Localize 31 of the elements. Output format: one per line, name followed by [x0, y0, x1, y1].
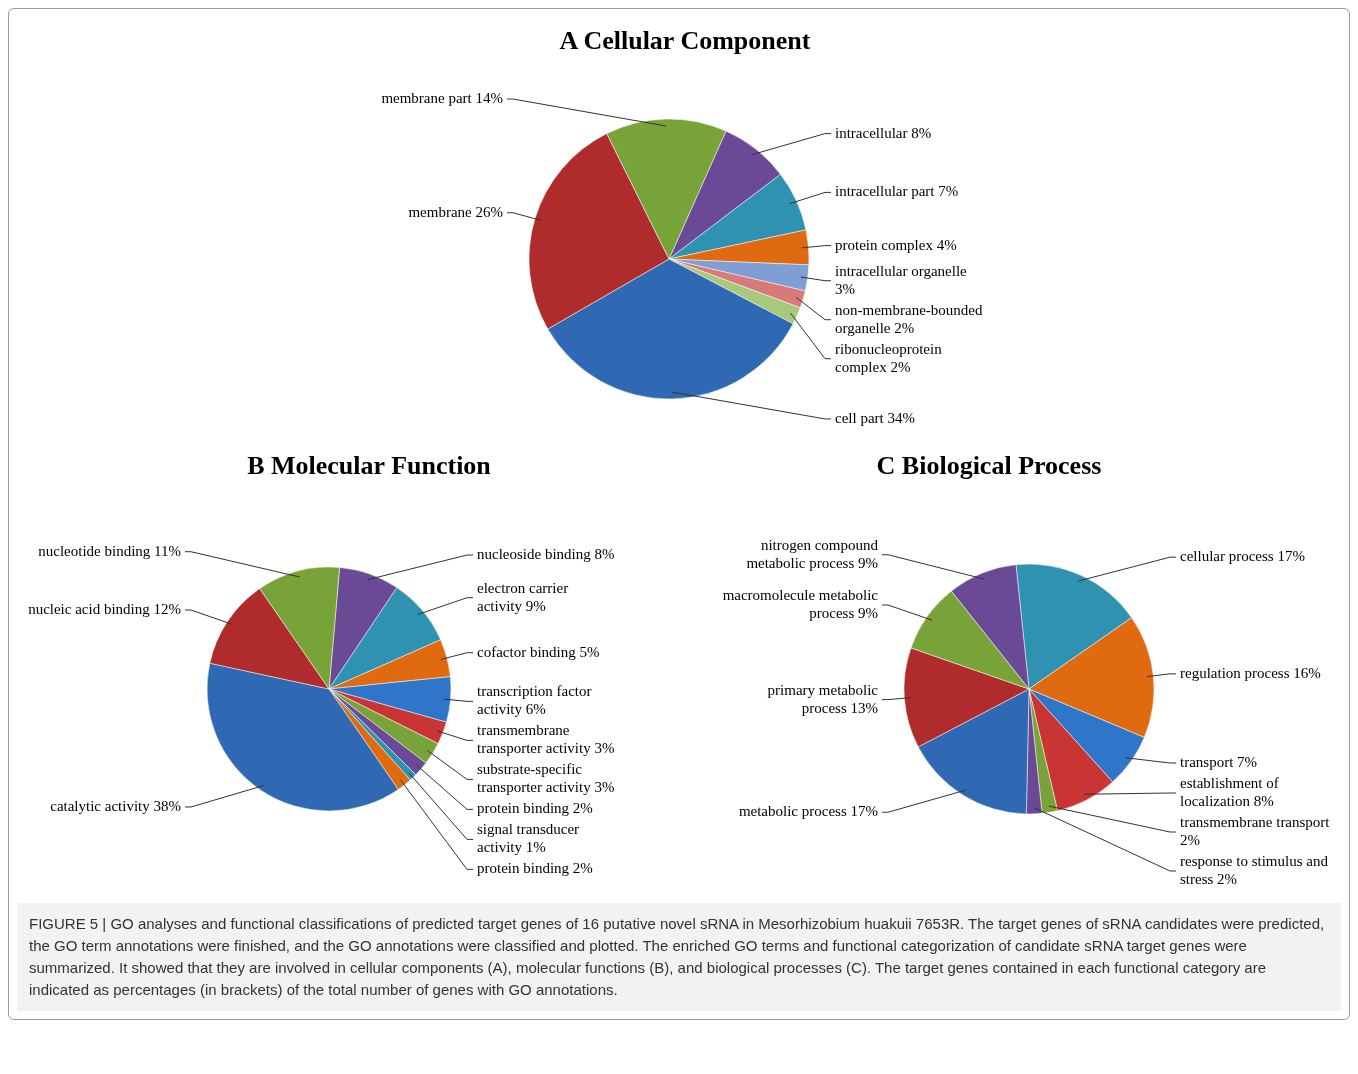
slice-label: response to stimulus and stress 2% [1180, 853, 1329, 887]
slice-label: transport 7% [1180, 754, 1258, 770]
chart-title: C Biological Process [876, 451, 1102, 480]
slice-label: cellular process 17% [1180, 548, 1305, 565]
slice-label: catalytic activity 38% [50, 798, 181, 814]
slice-label: protein binding 2% [477, 860, 593, 877]
slice-label: nucleoside binding 8% [477, 546, 615, 563]
slice-label: intracellular 8% [835, 124, 932, 141]
slice-label: transmembrane transport [1180, 814, 1331, 830]
slice-label: nucleic acid binding 12% [28, 601, 181, 618]
slice-label: cell part 34% [835, 409, 915, 426]
slice-label: membrane 26% [408, 203, 503, 220]
chart-title: A Cellular Component [559, 26, 811, 55]
slice-label: primary metabolic process 13% [767, 681, 879, 716]
slice-label: ribonucleoprotein complex 2% [835, 340, 943, 375]
data-label: 2% [1180, 832, 1200, 848]
slice-label: cofactor binding 5% [477, 643, 600, 660]
slice-label: metabolic process 17% [738, 803, 878, 820]
slice-label: intracellular part 7% [835, 183, 959, 200]
slice-label: protein complex 4% [835, 236, 957, 253]
slice-label: electron carrier activity 9% [477, 579, 569, 614]
slice-label: intracellular organelle [835, 262, 968, 279]
slice-label: nucleotide binding 11% [38, 542, 181, 559]
slice-label: regulation process 16% [1180, 664, 1321, 681]
slice-label: membrane part 14% [381, 90, 503, 107]
chart-title: B Molecular Function [247, 451, 492, 480]
slice-label: protein binding 2% [477, 800, 593, 817]
data-label: 3% [835, 280, 855, 297]
slice-label: nitrogen compound metabolic process 9% [746, 536, 879, 571]
slice-label: macromolecule metabolic process 9% [722, 587, 879, 621]
caption: FIGURE 5 | GO analyses and functional classifications of predicted target genes of 16 putative novel sRNA in Mesorhizobium huakuii 7653R. The target genes of sRNA candidates were predicted, the GO term annotations were finished, and the GO annotations were classified and plotted. The enriched GO terms and functional categorization of candidate sRNA target genes were summarized. It showed that they are involved in cellular components (A), molecular functions (B), and biological processes (C). The target genes contained in each functional category are indicated as percentages (in brackets) of the total number of genes with GO annotations. [29, 914, 1326, 1000]
